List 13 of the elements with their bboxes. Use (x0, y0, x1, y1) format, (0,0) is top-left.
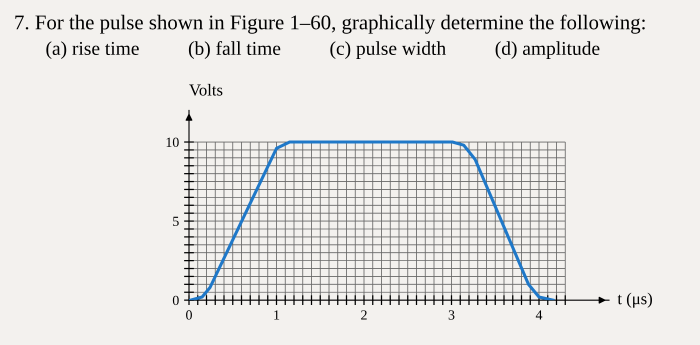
x-tick-label: 1 (274, 310, 280, 320)
line-series (189, 140, 555, 300)
y-tick-label: 5 (173, 216, 179, 226)
y-axis-title: Volts (189, 84, 222, 96)
x-tick-label: 4 (536, 310, 542, 320)
x-tick-label: 3 (448, 310, 454, 320)
x-tick-label: 0 (186, 310, 192, 320)
chart-title: 7. For the pulse shown in Figure 1–60, graphically determine the following: (15, 14, 645, 34)
chart-subtitle: (a) rise time (b) fall time (c) pulse width (d) amplitude (46, 41, 600, 59)
x-axis-title: t (μs) (618, 292, 652, 308)
y-tick-label: 0 (172, 296, 179, 306)
y-tick-label: 10 (166, 138, 179, 147)
x-tick-label: 2 (361, 310, 367, 320)
